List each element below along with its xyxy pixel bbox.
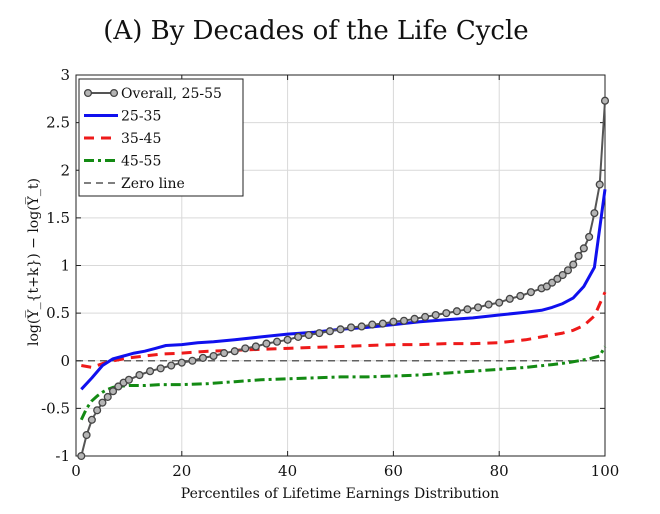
overall-point bbox=[262, 339, 271, 348]
y-tick-label: -1 bbox=[55, 447, 70, 465]
overall-point bbox=[495, 298, 504, 307]
x-tick-labels: 0 20 40 60 80 100 bbox=[71, 462, 619, 480]
overall-point bbox=[108, 387, 118, 396]
overall-point bbox=[595, 180, 604, 189]
overall-point bbox=[579, 244, 588, 253]
overall-point bbox=[368, 320, 377, 329]
legend: Overall, 25-55 25-35 35-45 45-55 Zero line bbox=[78, 78, 244, 197]
overall-point bbox=[558, 270, 567, 280]
y-tick-label: 2 bbox=[60, 161, 70, 179]
overall-point bbox=[114, 382, 123, 391]
overall-point bbox=[590, 209, 599, 218]
overall-point bbox=[146, 367, 155, 376]
overall-point bbox=[294, 332, 303, 341]
overall-point bbox=[569, 260, 578, 269]
overall-point bbox=[98, 398, 107, 407]
overall-point bbox=[272, 337, 282, 346]
x-tick-label: 20 bbox=[172, 462, 191, 480]
y-tick-label: 2.5 bbox=[46, 114, 70, 132]
overall-point bbox=[463, 305, 472, 314]
x-tick-label: 100 bbox=[591, 462, 620, 480]
overall-point bbox=[135, 370, 144, 380]
x-tick-label: 80 bbox=[490, 462, 509, 480]
series-layer bbox=[76, 96, 610, 461]
y-tick-label: 0 bbox=[60, 352, 70, 370]
overall-point bbox=[336, 325, 345, 334]
chart-title: (A) By Decades of the Life Cycle bbox=[103, 16, 528, 46]
legend-label: 25-35 bbox=[121, 109, 161, 125]
overall-point bbox=[484, 300, 493, 309]
x-axis-label: Percentiles of Lifetime Earnings Distrib… bbox=[181, 486, 499, 502]
series-line-35-45 bbox=[81, 291, 607, 369]
overall-point bbox=[600, 96, 610, 105]
overall-point bbox=[442, 309, 451, 318]
overall-point bbox=[526, 288, 535, 297]
overall-point bbox=[82, 430, 91, 440]
overall-point bbox=[315, 329, 324, 338]
overall-point bbox=[220, 349, 229, 358]
overall-point bbox=[241, 344, 250, 353]
overall-point bbox=[505, 294, 514, 303]
x-tick-label: 0 bbox=[71, 462, 81, 480]
x-tick-label: 60 bbox=[384, 462, 403, 480]
y-tick-label: 1.5 bbox=[46, 209, 70, 227]
overall-point bbox=[553, 274, 562, 283]
legend-marker bbox=[109, 88, 119, 98]
overall-point bbox=[574, 251, 583, 261]
y-tick-labels: -1 -0.5 0 0.5 1 1.5 2 2.5 3 bbox=[41, 66, 70, 465]
overall-point bbox=[87, 415, 96, 424]
overall-point bbox=[399, 316, 409, 325]
overall-point bbox=[209, 351, 218, 361]
overall-point bbox=[251, 342, 260, 351]
overall-point bbox=[77, 451, 86, 461]
overall-point bbox=[357, 322, 366, 331]
overall-point bbox=[516, 291, 525, 301]
overall-point bbox=[304, 330, 313, 340]
overall-point bbox=[198, 353, 208, 362]
legend-label: Overall, 25-55 bbox=[121, 86, 222, 102]
y-tick-label: 1 bbox=[60, 257, 70, 275]
overall-point bbox=[283, 335, 292, 344]
overall-point bbox=[167, 361, 176, 370]
legend-label: Zero line bbox=[121, 176, 185, 192]
legend-label: 45-55 bbox=[121, 154, 161, 170]
overall-point bbox=[230, 347, 239, 356]
overall-point bbox=[103, 392, 112, 401]
legend-label: 35-45 bbox=[121, 131, 161, 147]
overall-point bbox=[188, 356, 197, 365]
series-line-25-35 bbox=[80, 189, 607, 391]
overall-point bbox=[421, 312, 430, 321]
overall-point bbox=[585, 232, 594, 241]
overall-point bbox=[124, 375, 133, 384]
x-tick-label: 40 bbox=[278, 462, 297, 480]
overall-point bbox=[93, 406, 102, 415]
overall-point bbox=[389, 317, 398, 326]
y-tick-label: 3 bbox=[60, 66, 70, 84]
y-tick-label: -0.5 bbox=[41, 399, 70, 417]
y-tick-label: 0.5 bbox=[46, 304, 70, 322]
overall-point bbox=[473, 303, 483, 312]
overall-point bbox=[325, 327, 334, 336]
y-axis-label: log(Y̅_{t+k}) − log(Y̅_t) bbox=[23, 178, 42, 346]
overall-point bbox=[452, 307, 461, 316]
overall-point bbox=[542, 282, 551, 291]
overall-point bbox=[431, 310, 440, 320]
overall-point bbox=[347, 323, 356, 332]
overall-point bbox=[410, 314, 419, 323]
overall-point bbox=[156, 364, 165, 373]
overall-point bbox=[177, 358, 186, 367]
overall-point bbox=[563, 266, 573, 275]
overall-point bbox=[548, 278, 557, 287]
series-line-45-55 bbox=[79, 345, 607, 421]
legend-marker bbox=[83, 88, 93, 98]
overall-point bbox=[378, 319, 387, 328]
